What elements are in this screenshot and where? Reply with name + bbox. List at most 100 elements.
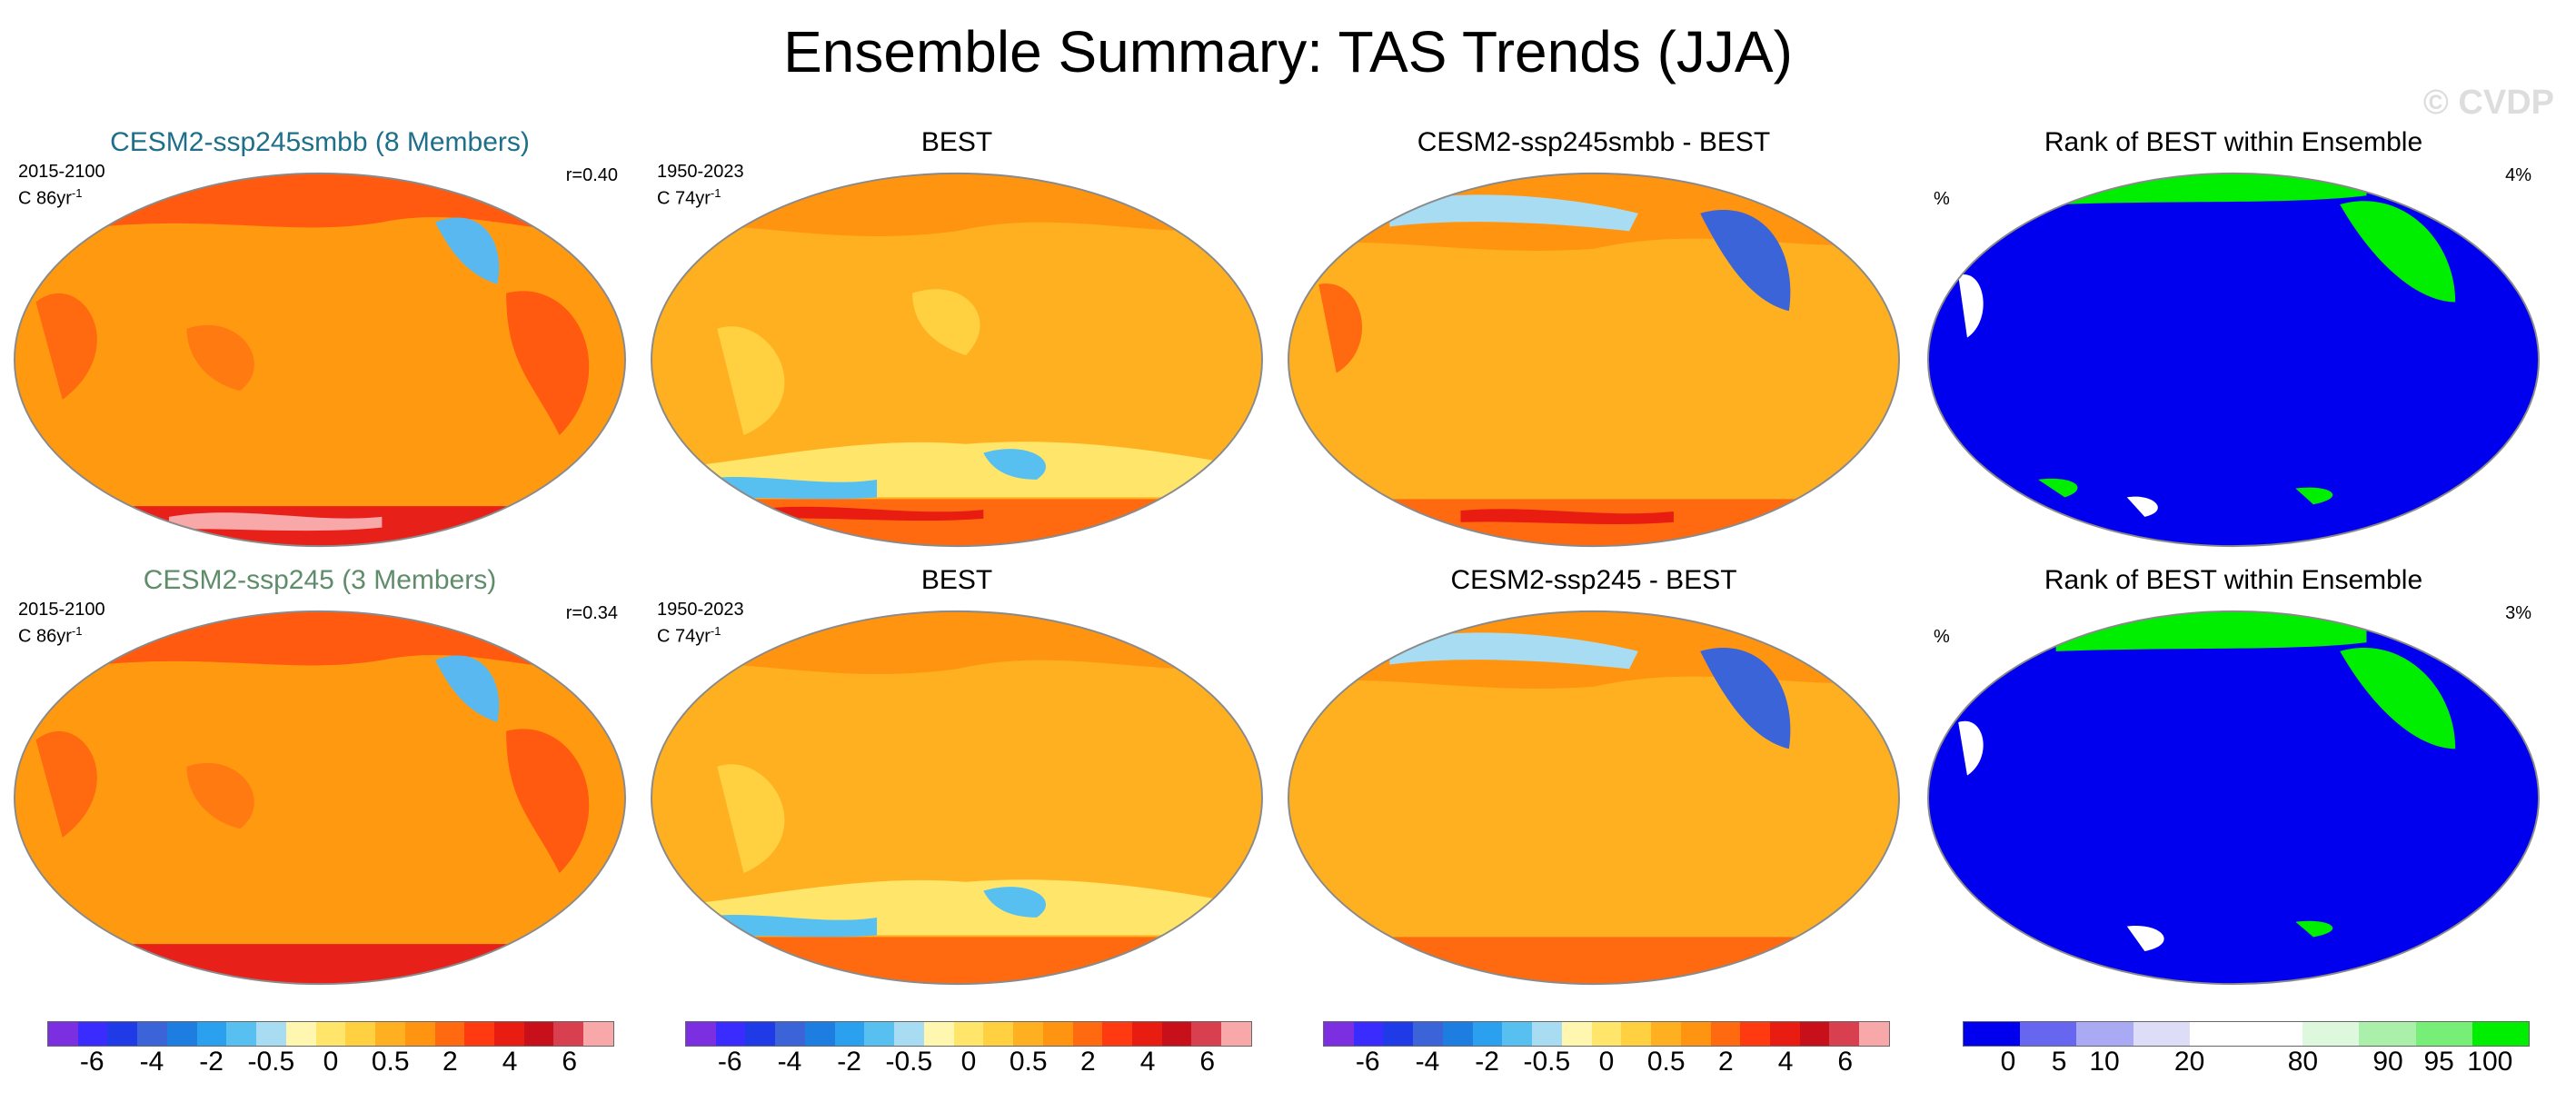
colorbar2-tick-label: 0.5 — [1009, 1047, 1048, 1077]
map-model-warm — [14, 172, 626, 548]
colorbar1-tick-label: 6 — [562, 1047, 578, 1077]
colorbar-rank-tick-label: 20 — [2173, 1047, 2205, 1077]
colorbar3-swatch — [1740, 1022, 1771, 1046]
colorbar-rank-swatch — [2302, 1022, 2360, 1046]
panel-title: BEST — [920, 127, 993, 157]
panel-diff-2: CESM2-ssp245 - BEST — [1276, 565, 1912, 986]
colorbar1-swatch — [226, 1022, 257, 1046]
colorbar2-swatch — [1161, 1022, 1192, 1046]
colorbar1-swatch — [494, 1022, 524, 1046]
colorbar2-swatch — [983, 1022, 1014, 1046]
rank-percent-label: 3% — [2505, 603, 2531, 623]
colorbar3-swatch — [1591, 1022, 1622, 1046]
colorbar1-swatch — [404, 1022, 435, 1046]
panel-annotation-left: 1950-2023 C 74yr-1 — [657, 600, 744, 648]
colorbar2-swatch — [834, 1022, 865, 1046]
colorbar1-tick-label: -2 — [199, 1047, 224, 1077]
panel-annotation-left: 2015-2100 C 86yr-1 — [18, 600, 105, 648]
colorbar-rank-swatch — [2246, 1022, 2303, 1046]
colorbar-rank-swatch — [2359, 1022, 2416, 1046]
colorbar1-swatch — [48, 1022, 78, 1046]
colorbar3-swatch — [1651, 1022, 1681, 1046]
colorbar1-swatch — [583, 1022, 613, 1046]
colorbar1-swatch — [137, 1022, 167, 1046]
map-obs — [651, 172, 1263, 548]
colorbar1-tick-label: -4 — [139, 1047, 164, 1077]
colorbar1-swatch — [196, 1022, 227, 1046]
colorbar1-swatch — [285, 1022, 316, 1046]
panel-obs-2: BEST 1950-2023 C 74yr-1 — [639, 565, 1275, 986]
colorbar3-tick-label: -4 — [1415, 1047, 1440, 1077]
colorbar3-swatch — [1442, 1022, 1473, 1046]
colorbar2-tick-label: -4 — [777, 1047, 802, 1077]
period-label: 2015-2100 — [18, 600, 105, 620]
colorbar-rank-swatch — [2189, 1022, 2247, 1046]
colorbar1-swatch — [464, 1022, 495, 1046]
colorbar-rank-swatch — [1964, 1022, 2021, 1046]
colorbar-rank-swatch — [2133, 1022, 2190, 1046]
colorbar1-swatch — [315, 1022, 346, 1046]
colorbar3-swatch — [1621, 1022, 1652, 1046]
colorbar-rank-tick-label: 10 — [2089, 1047, 2120, 1077]
colorbar-labels-1: -6 -4 -2 -0.5 0 0.5 2 4 6 — [47, 1047, 614, 1083]
colorbar3-tick-label: 0.5 — [1646, 1047, 1686, 1077]
colorbar2-tick-label: 6 — [1199, 1047, 1216, 1077]
colorbar-labels-rank: 0 5 10 20 80 90 95 100 — [1963, 1047, 2530, 1083]
colorbar-rank-tick-label: 90 — [2372, 1047, 2403, 1077]
cvdp-watermark: © CVDP — [2422, 84, 2554, 122]
map-obs — [651, 610, 1263, 986]
colorbar2-swatch — [1191, 1022, 1222, 1046]
colorbar-diverging-3 — [1323, 1021, 1890, 1047]
colorbar3-tick-label: -6 — [1355, 1047, 1380, 1077]
colorbar3-swatch — [1829, 1022, 1860, 1046]
panel-title: CESM2-ssp245smbb (8 Members) — [110, 127, 530, 157]
colorbar2-swatch — [1072, 1022, 1103, 1046]
colorbar1-swatch — [345, 1022, 376, 1046]
colorbar2-tick-label: 4 — [1139, 1047, 1156, 1077]
colorbar1-swatch — [256, 1022, 286, 1046]
colorbar-rank-swatch — [2415, 1022, 2472, 1046]
panel-model-2: CESM2-ssp245 (3 Members) 2015-2100 C 86y… — [2, 565, 638, 986]
colorbar-rank-tick-label: 95 — [2423, 1047, 2454, 1077]
colorbar3-tick-label: 6 — [1837, 1047, 1854, 1077]
panel-title: Rank of BEST within Ensemble — [2044, 127, 2423, 157]
colorbar-rank-swatch — [2020, 1022, 2077, 1046]
map-rank — [1927, 172, 2540, 548]
colorbar2-swatch — [804, 1022, 835, 1046]
colorbar-labels-3: -6 -4 -2 -0.5 0 0.5 2 4 6 — [1323, 1047, 1890, 1083]
rank-percent-label: 4% — [2505, 165, 2531, 185]
colorbar3-tick-label: -0.5 — [1523, 1047, 1571, 1077]
colorbar2-swatch — [1132, 1022, 1162, 1046]
colorbar1-tick-label: 2 — [443, 1047, 458, 1077]
colorbar2-tick-label: 2 — [1080, 1047, 1096, 1077]
map-difference — [1288, 610, 1900, 986]
colorbar1-swatch — [107, 1022, 138, 1046]
colorbar2-swatch — [923, 1022, 954, 1046]
colorbar-rank-tick-label: 100 — [2467, 1047, 2513, 1077]
colorbar3-swatch — [1770, 1022, 1800, 1046]
colorbar2-tick-label: -6 — [717, 1047, 742, 1077]
colorbar3-swatch — [1532, 1022, 1562, 1046]
panel-annotation-left: 1950-2023 C 74yr-1 — [657, 162, 744, 210]
colorbar2-swatch — [1042, 1022, 1073, 1046]
map-rank — [1927, 610, 2540, 986]
colorbar2-swatch — [715, 1022, 746, 1046]
colorbar3-tick-label: -2 — [1475, 1047, 1499, 1077]
colorbar3-swatch — [1383, 1022, 1414, 1046]
colorbar3-tick-label: 4 — [1777, 1047, 1794, 1077]
colorbar1-swatch — [434, 1022, 465, 1046]
colorbar3-swatch — [1353, 1022, 1384, 1046]
colorbar3-swatch — [1472, 1022, 1503, 1046]
panel-diff-1: CESM2-ssp245smbb - BEST — [1276, 127, 1912, 548]
colorbar3-swatch — [1502, 1022, 1533, 1046]
colorbar2-swatch — [745, 1022, 776, 1046]
panel-annotation-left: 2015-2100 C 86yr-1 — [18, 162, 105, 210]
panel-title: BEST — [920, 565, 993, 595]
colorbar2-swatch — [686, 1022, 716, 1046]
colorbar-diverging-1 — [47, 1021, 614, 1047]
colorbar1-tick-label: -6 — [79, 1047, 104, 1077]
colorbar1-swatch — [523, 1022, 554, 1046]
colorbar1-swatch — [77, 1022, 108, 1046]
colorbar3-swatch — [1324, 1022, 1354, 1046]
panel-title: CESM2-ssp245smbb - BEST — [1417, 127, 1771, 157]
